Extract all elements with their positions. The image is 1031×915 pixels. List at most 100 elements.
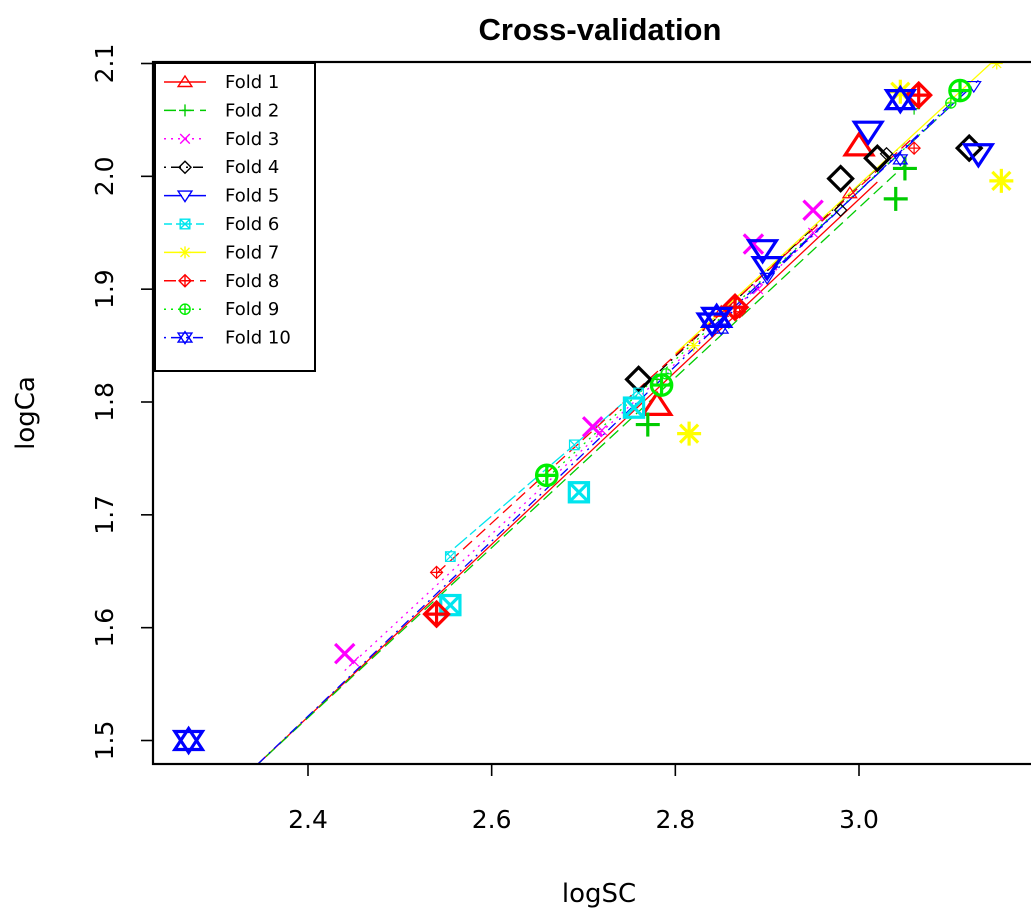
legend-box: [154, 62, 316, 372]
legend-marker-fold-3: [179, 133, 191, 145]
chart-title: Cross-validation: [479, 12, 722, 47]
series-fold-3: [334, 199, 824, 667]
legend-entry-fold-2: Fold 2: [164, 100, 279, 121]
test-point-fold-1-1: [640, 390, 674, 416]
train-point-fold-10-0: [892, 152, 909, 167]
test-point-fold-4-2: [954, 133, 984, 163]
legend-label-fold-2: Fold 2: [225, 100, 279, 121]
fit-line-fold-10: [256, 85, 970, 764]
test-point-fold-3-2-d2: [742, 233, 765, 255]
y-axis-label: logCa: [11, 376, 41, 450]
test-point-fold-10-0-down: [171, 729, 206, 756]
legend-entry-fold-6: Fold 6: [164, 214, 279, 235]
test-point-fold-4-2-shape: [954, 133, 984, 163]
legend-marker-fold-9: [179, 303, 191, 316]
train-point-fold-6-1: [568, 439, 580, 451]
test-point-fold-9-2: [534, 463, 559, 488]
fit-line-fold-7: [674, 62, 994, 354]
train-point-fold-8-1: [907, 141, 921, 155]
train-point-fold-1-0: [841, 186, 858, 199]
legend-entry-fold-5: Fold 5: [164, 186, 279, 207]
test-point-fold-9-0: [948, 78, 972, 103]
x-tick-label-0: 2.4: [288, 805, 328, 834]
train-point-fold-6-0-d2: [445, 551, 456, 562]
test-point-fold-4-3-shape: [624, 365, 653, 394]
train-point-fold-1-0-shape: [841, 186, 858, 199]
test-point-fold-9-1: [649, 373, 674, 397]
train-point-fold-6-0-box: [444, 551, 456, 562]
test-point-fold-5-2: [750, 256, 784, 282]
test-point-fold-6-2: [622, 396, 646, 419]
train-point-fold-6-1-box: [568, 439, 580, 451]
test-point-fold-6-1-d2: [568, 481, 590, 503]
test-point-fold-3-2: [742, 233, 765, 255]
legend-label-fold-1: Fold 1: [225, 72, 279, 93]
fit-line-fold-8: [436, 136, 915, 574]
fit-line-fold-2: [257, 164, 906, 764]
test-point-fold-1-0: [842, 130, 876, 157]
legend-marker-fold-10-down: [176, 332, 194, 345]
test-point-fold-5-1-shape: [851, 120, 885, 147]
legend-marker-fold-6-box: [179, 218, 191, 230]
train-point-fold-5-1-shape: [759, 272, 776, 285]
train-point-fold-10-0-down: [892, 154, 909, 167]
legend-marker-fold-5: [176, 190, 194, 203]
test-point-fold-7-1: [677, 421, 702, 446]
fit-line-fold-3: [344, 226, 823, 672]
test-point-fold-5-2-shape: [750, 256, 784, 282]
legend-label-fold-5: Fold 5: [225, 186, 279, 207]
test-point-fold-5-0-shape: [745, 239, 780, 265]
series-fold-7: [677, 62, 1014, 446]
train-point-fold-10-0-up: [892, 152, 909, 165]
legend-marker-fold-6: [179, 218, 191, 230]
train-point-fold-3-3: [752, 283, 764, 295]
legend-marker-fold-10: [176, 330, 194, 345]
train-point-fold-7-0-d2: [688, 340, 699, 351]
test-point-fold-8-1: [422, 599, 451, 629]
test-point-fold-7-2-d2: [991, 170, 1012, 191]
legend-entry-fold-8: Fold 8: [164, 271, 279, 292]
x-axis-label: logSC: [562, 879, 636, 909]
test-point-fold-10-0: [171, 725, 206, 756]
test-point-fold-7-2: [989, 168, 1014, 193]
legend-marker-fold-5-shape: [176, 190, 194, 203]
legend-entry-fold-7: Fold 7: [164, 242, 279, 263]
series-fold-1: [640, 130, 876, 416]
test-point-fold-3-1-d2: [581, 416, 604, 438]
legend-marker-fold-10-up: [176, 330, 194, 343]
y-tick-label-4: 1.9: [90, 269, 119, 309]
test-point-fold-10-1-down: [883, 89, 918, 115]
train-point-fold-5-1: [759, 272, 776, 285]
test-point-fold-4-0: [826, 164, 855, 193]
test-point-fold-3-0-d2: [802, 199, 824, 221]
train-point-fold-7-1-d2: [991, 62, 1000, 69]
legend-marker-fold-7: [179, 246, 191, 259]
test-point-fold-10-1-up: [883, 84, 918, 111]
legend-label-fold-10: Fold 10: [225, 328, 291, 349]
legend-label-fold-4: Fold 4: [225, 157, 279, 178]
train-point-fold-4-0: [833, 203, 848, 218]
test-point-fold-4-0-shape: [826, 164, 855, 193]
legend-marker-fold-1: [176, 74, 194, 88]
test-point-fold-4-1: [863, 144, 892, 173]
test-point-fold-7-1-d2: [678, 423, 700, 444]
fit-line-fold-5: [711, 79, 979, 329]
fit-line-fold-9: [537, 96, 961, 488]
test-point-fold-5-0: [745, 239, 780, 265]
test-point-fold-6-1-box: [567, 481, 591, 504]
train-point-fold-6-1-d2: [569, 439, 580, 451]
test-point-fold-6-2-box: [622, 396, 646, 419]
test-point-fold-1-1-shape: [640, 390, 674, 416]
test-point-fold-5-3-shape: [961, 143, 996, 169]
test-point-fold-10-1: [883, 84, 918, 115]
test-point-fold-3-0: [802, 199, 824, 221]
test-point-fold-10-2: [699, 302, 734, 333]
legend: Fold 1 Fold 2 Fold 3 Fold 4 Fold 5 Fold 6 Fold…: [154, 62, 316, 372]
legend-label-fold-7: Fold 7: [225, 242, 279, 263]
legend-marker-fold-3-d2: [179, 133, 191, 145]
train-point-fold-6-0: [444, 551, 456, 562]
legend-entry-fold-10: Fold 10: [164, 328, 291, 349]
legend-label-fold-8: Fold 8: [225, 271, 279, 292]
legend-marker-fold-7-d2: [180, 247, 190, 258]
